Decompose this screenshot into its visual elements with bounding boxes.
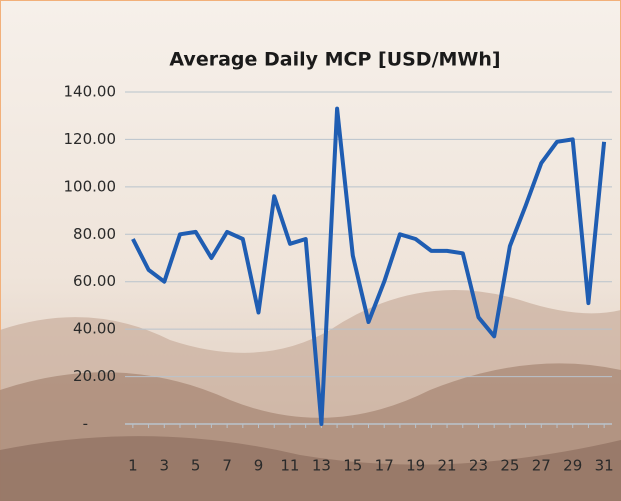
page: {"chart_data": {"type": "line", "title":…	[0, 0, 621, 501]
y-tick-label: 20.00	[73, 367, 116, 385]
y-tick-label: 120.00	[64, 130, 117, 148]
x-tick-label: 23	[469, 457, 488, 475]
x-tick-label: 31	[595, 457, 614, 475]
y-tick-label: 40.00	[73, 320, 116, 338]
x-tick-label: 15	[343, 457, 362, 475]
y-tick-label: 140.00	[64, 83, 117, 101]
chart-title: Average Daily MCP [USD/MWh]	[169, 49, 500, 71]
x-tick-label: 13	[312, 457, 331, 475]
y-tick-label: 100.00	[64, 177, 117, 195]
x-tick-label: 29	[563, 457, 582, 475]
x-tick-label: 3	[160, 457, 170, 475]
x-tick-label: 21	[438, 457, 457, 475]
y-tick-label: 60.00	[73, 272, 116, 290]
x-tick-label: 17	[375, 457, 394, 475]
x-tick-label: 1	[128, 457, 138, 475]
x-tick-label: 19	[406, 457, 425, 475]
y-tick-label: 80.00	[73, 225, 116, 243]
y-tick-label: -	[83, 415, 88, 433]
x-tick-label: 11	[280, 457, 299, 475]
x-tick-label: 7	[222, 457, 232, 475]
chart: Average Daily MCP [USD/MWh] - 20.00 40.00 6…	[0, 0, 621, 501]
x-tick-label: 25	[500, 457, 519, 475]
x-tick-label: 27	[532, 457, 551, 475]
x-tick-label: 5	[191, 457, 201, 475]
x-tick-label: 9	[254, 457, 264, 475]
